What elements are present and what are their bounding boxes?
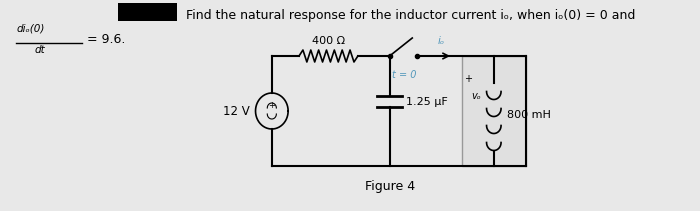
Text: Figure 4: Figure 4 [365,180,414,193]
Bar [462,56,526,166]
Text: diₒ(0): diₒ(0) [16,23,45,33]
Text: = 9.6.: = 9.6. [87,32,125,46]
Text: dt: dt [34,45,46,55]
Text: +: + [268,100,275,110]
Text: iₒ: iₒ [438,36,444,46]
Text: 800 mH: 800 mH [508,110,552,120]
Text: vₒ: vₒ [471,91,481,101]
Text: Find the natural response for the inductor current iₒ, when iₒ(0) = 0 and: Find the natural response for the induct… [186,9,635,22]
Text: 1.25 μF: 1.25 μF [406,97,448,107]
Bar [118,3,176,21]
Text: +: + [464,74,473,84]
Text: 12 V: 12 V [223,104,250,118]
Text: t = 0: t = 0 [392,70,416,80]
Text: 400 Ω: 400 Ω [312,36,345,46]
